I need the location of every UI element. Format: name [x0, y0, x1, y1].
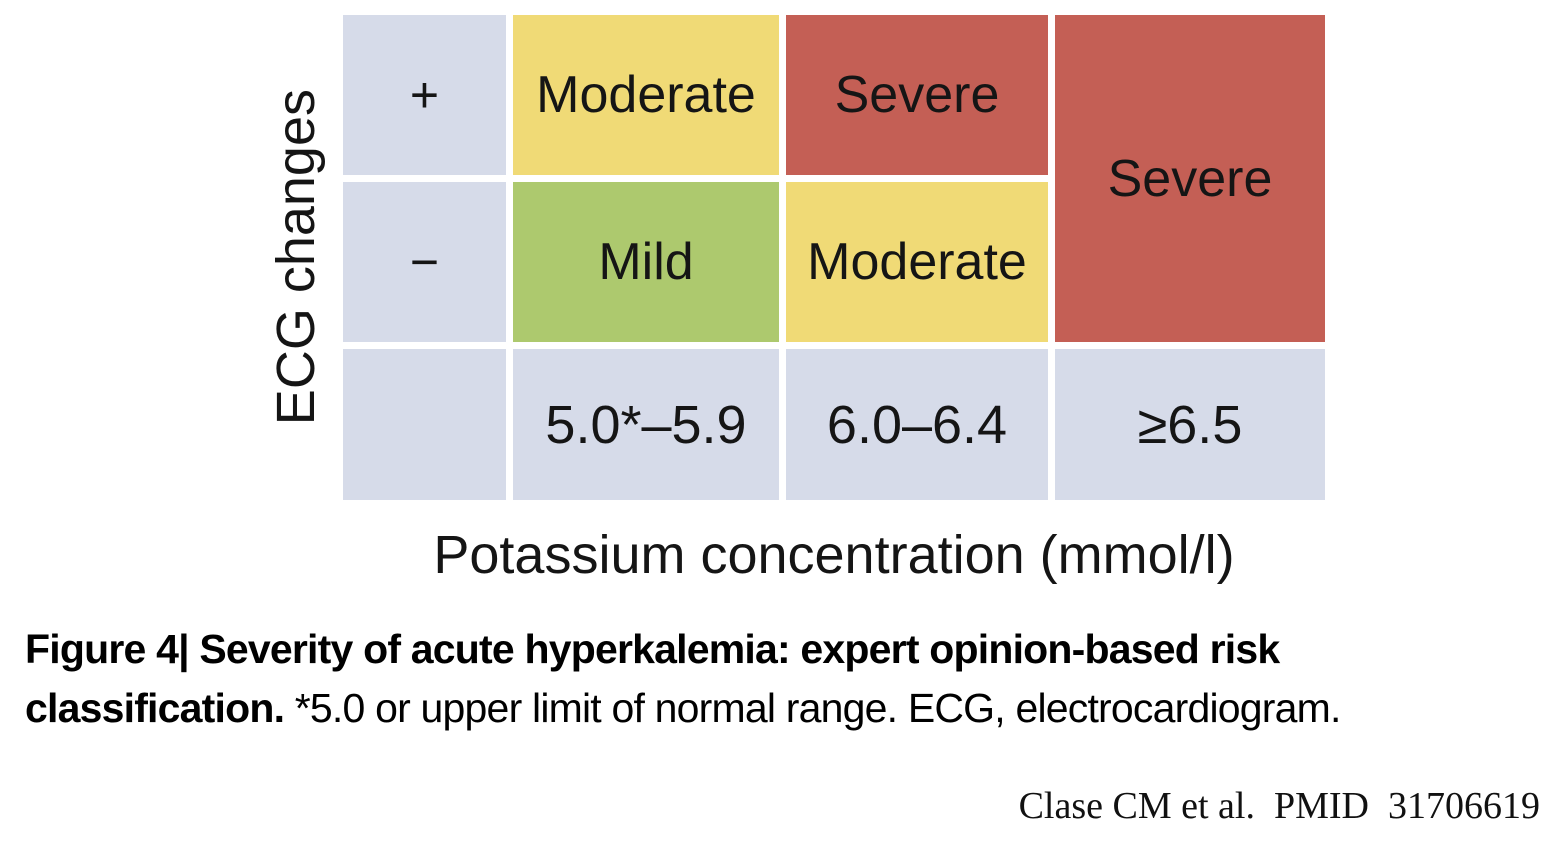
cell-moderate-row1: Moderate [513, 15, 779, 175]
y-axis-label-box: ECG changes [248, 15, 343, 500]
y-axis-label: ECG changes [265, 89, 326, 426]
range-cell-3: ≥6.5 [1055, 349, 1325, 500]
range-cell-1: 5.0*–5.9 [513, 349, 779, 500]
cell-severe-span: Severe [1055, 15, 1325, 342]
figure-caption: Figure 4| Severity of acute hyperkalemia… [25, 620, 1547, 738]
range-cell-2: 6.0–6.4 [786, 349, 1048, 500]
risk-matrix: + Moderate Severe Severe − Mild Moderate… [343, 15, 1325, 500]
cell-moderate-row2: Moderate [786, 182, 1048, 342]
ecg-negative-row-label: − [343, 182, 506, 342]
caption-bold-text: Figure 4| Severity of acute hyperkalemia… [25, 626, 1280, 731]
axis-corner-cell [343, 349, 506, 500]
caption-normal-text: *5.0 or upper limit of normal range. ECG… [294, 685, 1342, 731]
ecg-positive-row-label: + [343, 15, 506, 175]
x-axis-label: Potassium concentration (mmol/l) [433, 525, 1235, 585]
cell-mild-row2: Mild [513, 182, 779, 342]
cell-severe-row1: Severe [786, 15, 1048, 175]
citation-text: Clase CM et al. PMID 31706619 [1018, 785, 1540, 827]
